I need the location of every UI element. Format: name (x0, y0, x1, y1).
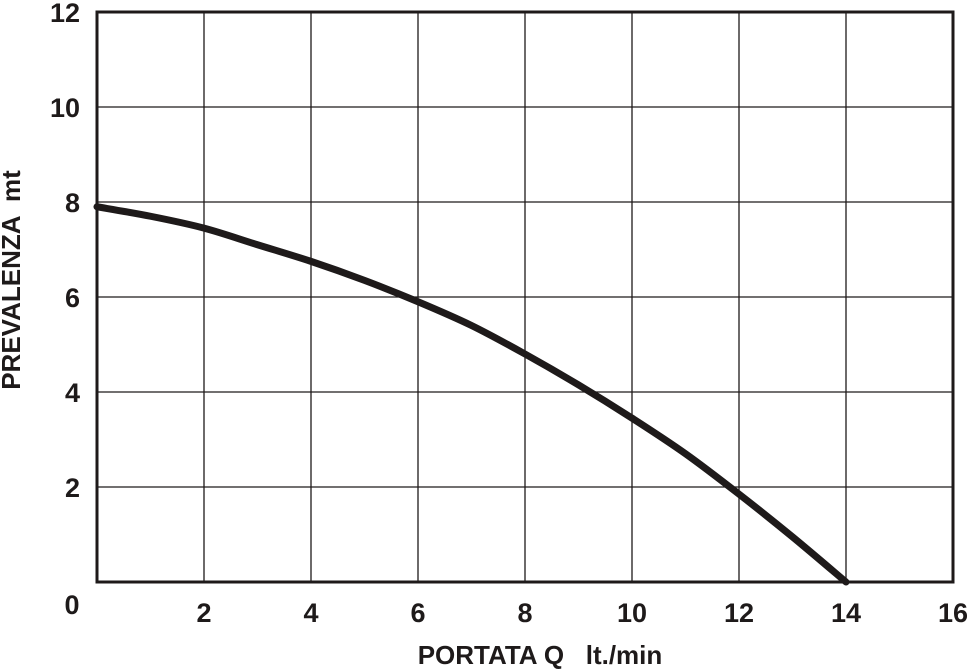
x-tick-label: 2 (196, 598, 211, 628)
series-line (93, 203, 850, 586)
y-tick-label: 4 (65, 378, 80, 408)
y-tick-label: 12 (50, 0, 80, 28)
y-tick-label: 8 (65, 188, 80, 218)
x-tick-label: 8 (517, 598, 532, 628)
x-tick-label: 0 (64, 590, 79, 620)
y-tick-label: 10 (50, 93, 80, 123)
y-tick-label: 2 (65, 473, 80, 503)
x-axis-title: PORTATA Q lt./min (418, 640, 663, 670)
y-tick-label: 6 (65, 283, 80, 313)
plot-frame (95, 10, 955, 584)
series-layer (93, 203, 850, 586)
x-tick-label: 4 (303, 598, 318, 628)
x-tick-label: 12 (724, 598, 754, 628)
y-axis-title: PREVALENZA mt (0, 170, 26, 390)
x-tick-label: 16 (938, 598, 968, 628)
x-tick-label: 14 (831, 598, 861, 628)
tick-labels: 0 2 4 6 8 10 12 14 16 2 4 6 8 10 12 (50, 0, 968, 628)
grid-lines (97, 12, 953, 582)
x-tick-label: 10 (617, 598, 647, 628)
x-tick-label: 6 (410, 598, 425, 628)
